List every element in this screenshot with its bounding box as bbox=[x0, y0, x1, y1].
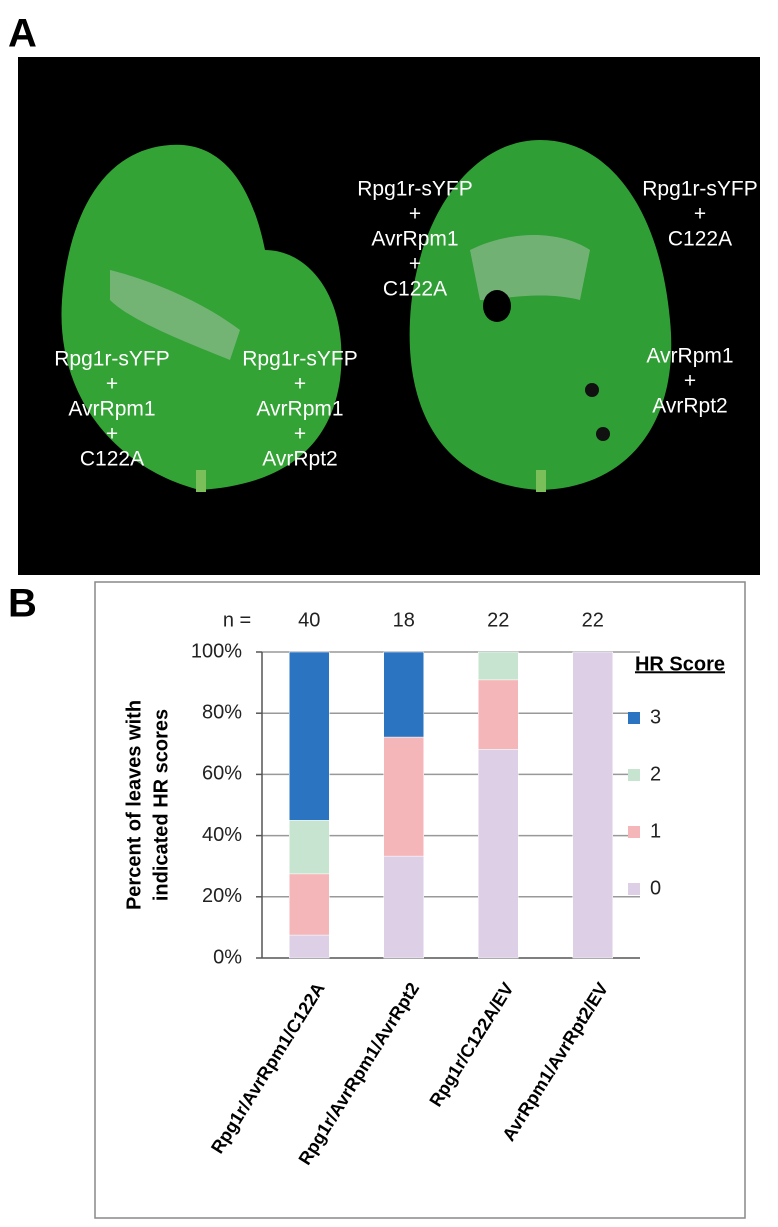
n-count: 22 bbox=[487, 609, 509, 631]
bar-segment bbox=[478, 651, 519, 681]
photo-label: + bbox=[106, 373, 118, 396]
photo-label: Rpg1r-sYFP bbox=[54, 348, 170, 371]
photo-label: AvrRpt2 bbox=[652, 395, 727, 418]
y-tick-label: 80% bbox=[202, 701, 242, 723]
bar-segment bbox=[478, 749, 519, 959]
x-tick-label: Rpg1r/AvrRpm1/C122A bbox=[207, 979, 329, 1157]
legend-label: 3 bbox=[650, 706, 661, 728]
legend-swatch bbox=[628, 883, 640, 895]
bar-segment bbox=[289, 820, 330, 875]
photo-label: + bbox=[294, 423, 306, 446]
n-label: n = bbox=[223, 609, 251, 631]
bar-segment bbox=[478, 679, 519, 750]
photo-label: + bbox=[106, 423, 118, 446]
photo-label: C122A bbox=[80, 448, 144, 471]
n-count: 18 bbox=[393, 609, 415, 631]
panel-label: A bbox=[8, 12, 37, 56]
photo-label: C122A bbox=[668, 228, 732, 251]
n-count: 40 bbox=[298, 609, 320, 631]
y-axis-label: indicated HR scores bbox=[150, 709, 172, 901]
y-tick-label: 100% bbox=[191, 640, 242, 662]
legend-swatch bbox=[628, 826, 640, 838]
n-count: 22 bbox=[582, 609, 604, 631]
photo-label: + bbox=[694, 203, 706, 226]
photo-label: AvrRpm1 bbox=[371, 228, 458, 251]
photo-label: + bbox=[409, 203, 421, 226]
y-tick-label: 0% bbox=[213, 946, 242, 968]
y-tick-label: 20% bbox=[202, 885, 242, 907]
photo-label: C122A bbox=[383, 278, 447, 301]
photo-label: AvrRpt2 bbox=[262, 448, 337, 471]
leaf bbox=[61, 144, 342, 492]
photo-label: AvrRpm1 bbox=[646, 345, 733, 368]
bar-segment bbox=[572, 651, 613, 959]
leaf bbox=[409, 140, 672, 492]
legend-label: 2 bbox=[650, 763, 661, 785]
legend-title: HR Score bbox=[635, 653, 725, 675]
photo-label: + bbox=[684, 370, 696, 393]
bar-segment bbox=[383, 651, 424, 738]
legend-label: 1 bbox=[650, 820, 661, 842]
photo-label: AvrRpm1 bbox=[256, 398, 343, 421]
photo-label: + bbox=[409, 253, 421, 276]
x-tick-label: Rpg1r/C122A/EV bbox=[425, 979, 517, 1110]
bar-segment bbox=[383, 855, 424, 959]
bar-segment bbox=[289, 651, 330, 821]
photo-label: Rpg1r-sYFP bbox=[242, 348, 358, 371]
photo-label: Rpg1r-sYFP bbox=[642, 178, 758, 201]
photo-label: AvrRpm1 bbox=[68, 398, 155, 421]
legend-label: 0 bbox=[650, 877, 661, 899]
bar-segment bbox=[289, 934, 330, 959]
chart-frame bbox=[94, 581, 746, 1219]
legend-swatch bbox=[628, 769, 640, 781]
y-tick-label: 60% bbox=[202, 763, 242, 785]
bar-segment bbox=[383, 736, 424, 857]
photo-label: Rpg1r-sYFP bbox=[357, 178, 473, 201]
photo-label: + bbox=[294, 373, 306, 396]
y-tick-label: 40% bbox=[202, 824, 242, 846]
bar-segment bbox=[289, 873, 330, 936]
y-axis-label: Percent of leaves with bbox=[123, 700, 145, 910]
legend-swatch bbox=[628, 712, 640, 724]
panel-label: B bbox=[8, 582, 37, 626]
x-tick-label: AvrRpm1/AvrRpt2/EV bbox=[498, 979, 612, 1145]
